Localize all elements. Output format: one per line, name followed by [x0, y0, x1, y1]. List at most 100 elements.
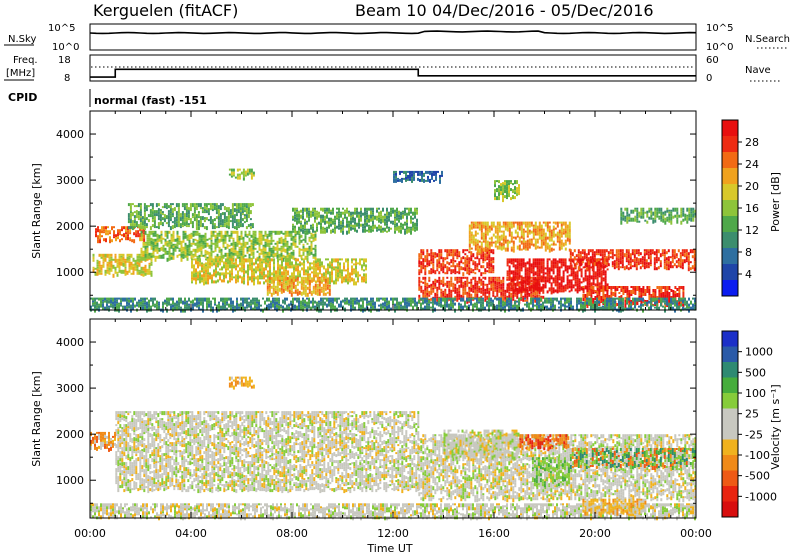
data-cell — [256, 304, 258, 307]
data-cell — [410, 229, 412, 231]
data-cell — [174, 219, 176, 222]
data-cell — [212, 225, 214, 229]
data-cell — [404, 229, 406, 231]
data-cell — [545, 237, 547, 241]
data-cell — [314, 220, 316, 223]
data-cell — [212, 209, 214, 211]
data-cell — [378, 220, 380, 223]
data-cell — [660, 220, 662, 222]
data-cell — [225, 247, 227, 250]
data-cell — [634, 261, 636, 263]
data-cell — [339, 265, 341, 269]
data-cell — [344, 217, 346, 219]
data-cell — [347, 261, 349, 263]
data-cell — [97, 272, 99, 276]
data-cell — [303, 244, 305, 246]
data-cell — [484, 292, 486, 295]
data-cell — [160, 214, 162, 218]
data-cell — [515, 283, 517, 286]
data-cell — [380, 222, 382, 224]
data-cell — [553, 222, 555, 224]
data-cell — [217, 237, 219, 241]
freq-label-line2: [MHz] — [6, 68, 35, 79]
data-cell — [332, 304, 334, 308]
data-cell — [259, 243, 261, 247]
data-cell — [124, 306, 126, 310]
data-cell — [116, 298, 118, 300]
data-cell — [216, 207, 218, 211]
data-cell — [259, 264, 261, 268]
data-cell — [289, 258, 291, 261]
data-cell — [569, 243, 571, 245]
data-cell — [408, 227, 410, 229]
data-cell — [442, 291, 444, 293]
data-cell — [456, 253, 458, 257]
data-cell — [365, 264, 367, 267]
data-cell — [120, 305, 122, 307]
data-cell — [219, 239, 221, 243]
data-cell — [567, 285, 569, 289]
data-cell — [301, 255, 303, 259]
data-cell — [209, 255, 211, 259]
data-cell — [299, 255, 301, 257]
data-cell — [187, 256, 189, 258]
data-cell — [153, 248, 155, 251]
data-cell — [495, 241, 497, 243]
data-cell — [506, 279, 508, 281]
data-cell — [549, 287, 551, 291]
data-cell — [262, 309, 264, 313]
data-cell — [205, 266, 207, 269]
data-cell — [573, 270, 575, 274]
data-cell — [157, 256, 159, 259]
data-cell — [197, 231, 199, 234]
nsky-right-tick-top: 10^5 — [706, 23, 733, 34]
data-cell — [517, 269, 519, 272]
data-cell — [269, 243, 271, 246]
data-cell — [327, 283, 329, 285]
data-cell — [618, 255, 620, 258]
data-cell — [148, 214, 150, 217]
data-cell — [143, 257, 145, 261]
data-cell — [129, 237, 131, 239]
data-cell — [130, 217, 132, 219]
data-cell — [127, 257, 129, 261]
data-cell — [628, 249, 630, 251]
data-cell — [448, 289, 450, 293]
data-cell — [331, 258, 333, 261]
data-cell — [205, 269, 207, 272]
data-cell — [216, 305, 218, 307]
data-cell — [197, 245, 199, 249]
data-cell — [142, 219, 144, 221]
data-cell — [259, 253, 261, 256]
data-cell — [440, 263, 442, 267]
data-cell — [446, 253, 448, 257]
data-cell — [202, 209, 204, 211]
data-cell — [276, 305, 278, 308]
data-cell — [334, 298, 336, 302]
data-cell — [497, 226, 499, 228]
data-cell — [167, 251, 169, 253]
data-cell — [261, 242, 263, 245]
data-cell — [135, 233, 137, 237]
data-cell — [553, 264, 555, 268]
data-cell — [618, 292, 620, 294]
data-cell — [285, 258, 287, 262]
data-cell — [652, 251, 654, 254]
data-cell — [223, 272, 225, 274]
data-cell — [248, 302, 250, 304]
data-cell — [545, 276, 547, 279]
data-cell — [557, 260, 559, 262]
data-cell — [656, 258, 658, 261]
data-cell — [664, 259, 666, 261]
data-cell — [477, 222, 479, 224]
data-cell — [352, 212, 354, 215]
data-cell — [581, 268, 583, 270]
data-cell — [374, 225, 376, 229]
data-cell — [404, 214, 406, 216]
data-cell — [538, 295, 540, 297]
data-cell — [328, 298, 330, 300]
data-cell — [498, 285, 500, 287]
data-cell — [509, 258, 511, 260]
data-cell — [555, 244, 557, 246]
data-cell — [110, 306, 112, 308]
